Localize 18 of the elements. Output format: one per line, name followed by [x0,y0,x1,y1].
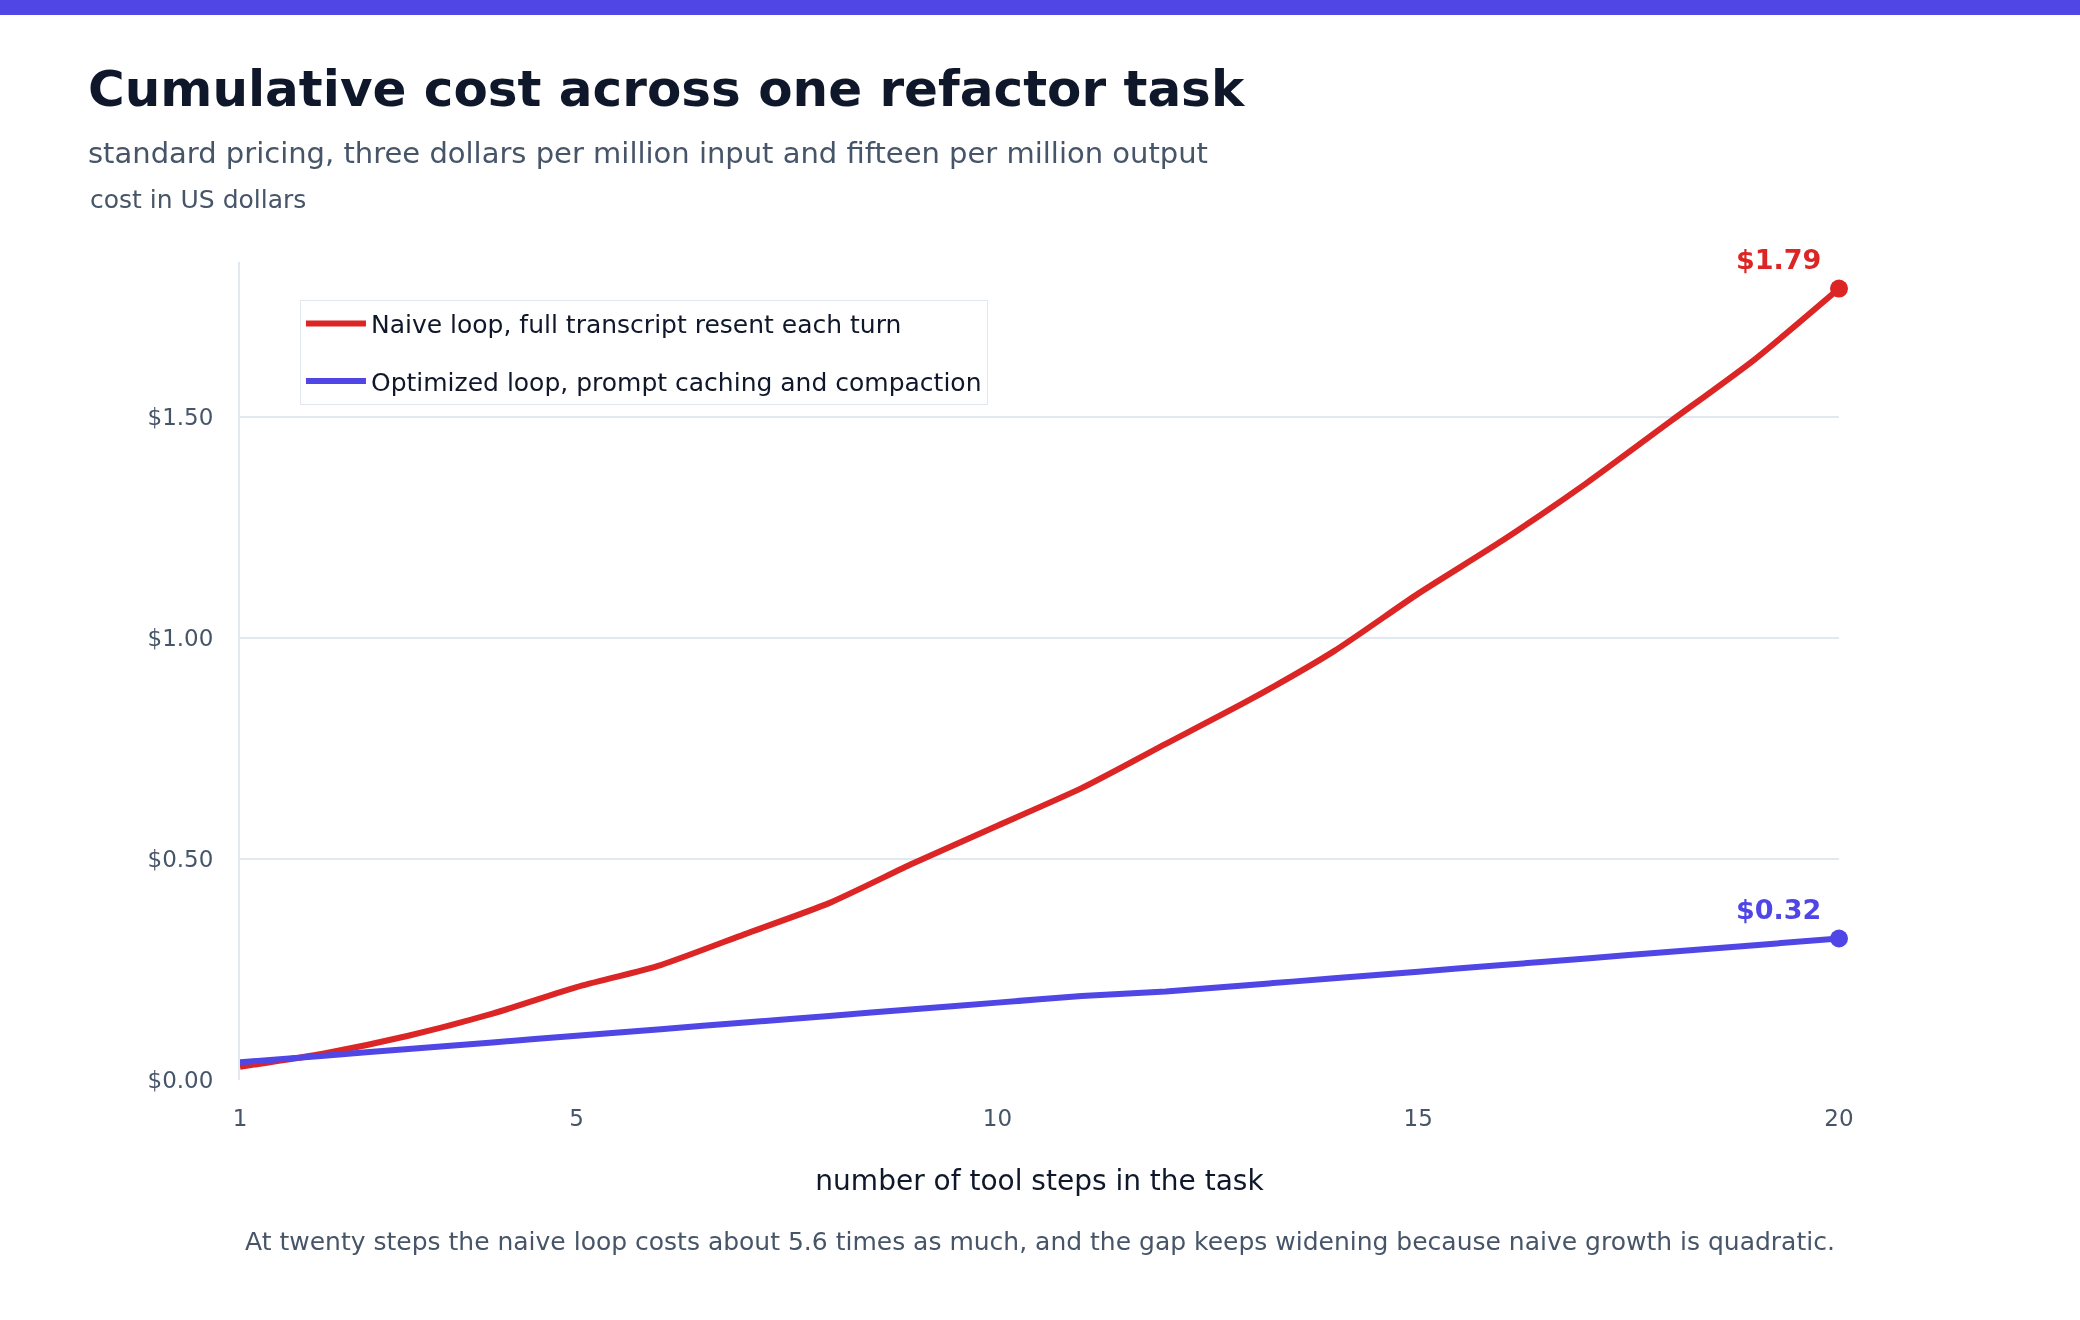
y-tick-label: $1.50 [147,403,214,430]
y-tick-label: $0.50 [147,845,214,872]
x-tick-label: 1 [232,1105,248,1131]
text: At twenty steps the naive loop costs about 5.6 times as much, and the gap keeps widening because naive growth is quadratic. [245,1227,1835,1256]
x-tick-label: 5 [569,1105,584,1131]
x-tick-label: 10 [982,1105,1013,1131]
chart-subtitle: standard pricing, three dollars per million input and fifteen per million output [88,136,1208,170]
x-axis-title: number of tool steps in the task [815,1164,1265,1198]
x-tick-label: 20 [1824,1105,1854,1131]
y-tick-label: $0.00 [147,1067,214,1094]
data-label: $0.32 [1736,894,1822,925]
data-label: $1.79 [1736,244,1822,275]
legend-label: Naive loop, full transcript resent each turn [370,310,902,340]
text: cost in US dollars [90,185,307,214]
legend-label: Optimized loop, prompt caching and compaction [370,367,982,397]
y-tick-label: $1.00 [147,624,214,651]
chart-title: Cumulative cost across one refactor task [88,60,1245,118]
x-tick-label: 15 [1403,1105,1433,1131]
